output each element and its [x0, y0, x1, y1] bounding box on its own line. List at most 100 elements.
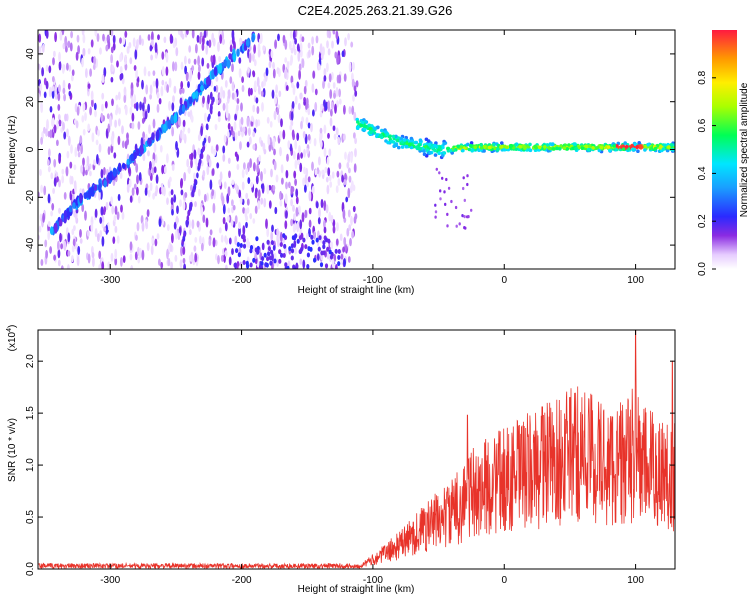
spectrogram-cell — [254, 143, 258, 152]
spectrogram-cell — [39, 168, 42, 177]
spectrogram-cell — [149, 182, 153, 191]
spectrogram-cell — [252, 104, 256, 113]
spectrogram-cell — [246, 116, 250, 127]
spectrogram-cell — [348, 175, 352, 183]
spectrogram-cell — [58, 154, 61, 164]
spectrogram-cell — [228, 170, 231, 179]
spectrogram-cell — [120, 204, 123, 213]
spectrogram-cell — [170, 35, 174, 44]
spectrogram-cell — [534, 146, 539, 150]
spectrogram-cell — [198, 162, 201, 169]
spectrogram-cell — [148, 138, 152, 145]
spectrogram-cell — [218, 179, 222, 187]
spectrogram-cell — [121, 125, 124, 135]
spectrogram-cell — [466, 182, 469, 187]
spectrogram-cell — [138, 34, 142, 46]
spectrogram-cell — [279, 231, 283, 243]
spectrogram-cell — [136, 186, 139, 196]
spectrogram-cell — [239, 243, 243, 248]
spectrogram-cell — [106, 113, 110, 120]
spectrogram-cell — [167, 257, 171, 267]
spectrogram-cell — [247, 177, 251, 185]
spectrogram-cell — [278, 258, 282, 264]
spectrogram-cell — [291, 235, 295, 241]
spectrogram-cell — [395, 138, 400, 143]
spectrogram-cell — [331, 71, 334, 81]
spectrogram-cell — [247, 66, 251, 74]
spectrogram-cell — [428, 151, 432, 155]
spectrogram-cell — [181, 130, 185, 141]
spectrogram-cell — [289, 31, 293, 39]
spectrogram-cell — [388, 134, 393, 138]
svg-text:(x104): (x104) — [6, 325, 18, 352]
spectrogram-cell — [347, 187, 351, 199]
spectrogram-cell — [146, 209, 150, 218]
spectrogram-cell — [261, 256, 265, 262]
spectrogram-cell — [215, 76, 219, 82]
spectrogram-cell — [205, 217, 209, 228]
snr-y-tick-label: 0.0 — [25, 562, 36, 576]
spectrogram-cell — [306, 147, 309, 155]
spectrogram-cell — [268, 60, 272, 69]
colorbar: 0.0 0.2 0.4 0.6 0.8 Normalized spectral ampl… — [697, 30, 750, 276]
spectrogram-cell — [103, 167, 106, 176]
spectrogram-cell — [183, 172, 187, 182]
spectrogram-cell — [667, 145, 671, 149]
spectrogram-cell — [193, 172, 196, 181]
spectrogram-cell — [130, 96, 134, 108]
spectrogram-cell — [215, 253, 218, 261]
spectrogram-cell — [132, 37, 136, 48]
spectrogram-cell — [305, 232, 309, 240]
spectrogram-cell — [246, 207, 250, 214]
spectrogram-cell — [211, 168, 215, 176]
spectrogram-cell — [329, 89, 333, 99]
spectrogram-cell — [87, 83, 91, 89]
spectrogram-cell — [155, 174, 159, 184]
spectrogram-cell — [309, 246, 313, 252]
spectrogram-cell — [263, 168, 267, 175]
spectrogram-cell — [303, 85, 307, 95]
spectrogram-cell — [232, 130, 235, 138]
spectrogram-cell — [295, 263, 299, 269]
spectrogram-cell — [467, 215, 470, 219]
spectrogram-cell — [98, 190, 101, 201]
spectrogram-cell — [79, 238, 83, 244]
spectrogram-cell — [72, 238, 76, 247]
spectrogram-cell — [328, 249, 332, 255]
spectrogram-cell — [442, 151, 447, 155]
spectrogram-cell — [167, 119, 171, 130]
spectrogram-cell — [208, 238, 212, 247]
spectrogram-cell — [197, 55, 201, 66]
spectrogram-cell — [67, 250, 71, 257]
spectrogram-cell — [165, 66, 169, 77]
spectrogram-cell — [213, 66, 218, 76]
spectrogram-cell — [200, 84, 204, 92]
spectrogram-cell — [234, 132, 238, 141]
spectrogram-cell — [141, 117, 145, 124]
spectrogram-cell — [126, 137, 129, 146]
spectrogram-cell — [438, 171, 441, 175]
spectrogram-cell — [140, 143, 144, 155]
spectrogram-cell — [281, 177, 284, 185]
spectrogram-cell — [160, 261, 164, 269]
spectrogram-cell — [328, 30, 332, 39]
spectrogram-cell — [332, 225, 336, 234]
spectrogram-cell — [448, 148, 453, 153]
spectrogram-y-label: Frequency (Hz) — [7, 116, 18, 185]
spectrogram-cell — [69, 42, 73, 52]
spectrogram-cell — [63, 209, 68, 220]
spectrogram-cell — [246, 198, 250, 206]
spectrogram-cell — [62, 87, 66, 95]
spectrogram-cell — [315, 237, 319, 243]
spectrogram-cell — [77, 45, 80, 55]
spectrogram-cell — [241, 168, 245, 179]
spectrogram-cell — [289, 59, 293, 66]
spectrogram-cell — [646, 142, 650, 147]
spectrogram-cell — [62, 42, 66, 50]
spectrogram-y-tick-label: -40 — [25, 237, 36, 252]
spectrogram-cell — [38, 33, 42, 43]
spectrogram-cell — [94, 227, 98, 238]
spectrogram-cell — [311, 83, 315, 93]
spectrogram-cell — [202, 95, 205, 104]
spectrogram-cell — [101, 261, 105, 269]
